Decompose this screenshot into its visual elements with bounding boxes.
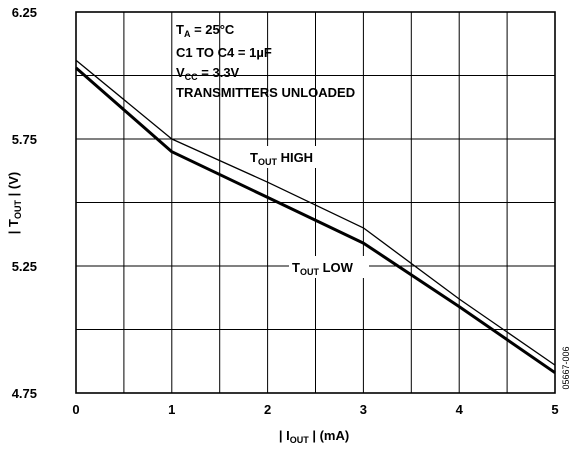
y-tick-label: 4.75 xyxy=(12,386,37,401)
x-tick-label: 3 xyxy=(360,402,367,417)
annotation-line-2: C1 TO C4 = 1µF xyxy=(176,45,272,60)
series-label-tout-low: TOUT LOW xyxy=(292,260,354,277)
tick-labels: 0 1 2 3 4 5 4.75 5.25 5.75 6.25 xyxy=(12,5,559,417)
y-tick-label: 6.25 xyxy=(12,5,37,20)
conditions-annotation: TA = 25°C C1 TO C4 = 1µF VCC = 3.3V TRAN… xyxy=(176,22,355,100)
x-tick-label: 2 xyxy=(264,402,271,417)
label-knockout-low xyxy=(289,256,369,278)
x-axis-title: | IOUT | (mA) xyxy=(279,428,349,445)
x-tick-label: 5 xyxy=(551,402,558,417)
label-knockout-high xyxy=(246,146,352,168)
series-line-tout-low xyxy=(75,66,556,374)
y-tick-label: 5.75 xyxy=(12,132,37,147)
y-axis-title: | TOUT | (V) xyxy=(6,172,23,234)
x-tick-label: 0 xyxy=(72,402,79,417)
y-tick-label: 5.25 xyxy=(12,259,37,274)
annotation-line-1: TA = 25°C xyxy=(176,22,235,39)
series-label-tout-high: TOUT HIGH xyxy=(250,150,313,167)
annotation-line-4: TRANSMITTERS UNLOADED xyxy=(176,85,355,100)
annotation-line-3: VCC = 3.3V xyxy=(176,65,240,82)
figure-code: 05667-006 xyxy=(561,346,571,389)
plot-area-frame xyxy=(75,11,556,394)
grid-lines xyxy=(76,12,555,393)
series-line-tout-high xyxy=(75,59,556,366)
series-lines xyxy=(75,59,556,374)
x-tick-label: 4 xyxy=(456,402,464,417)
x-tick-label: 1 xyxy=(168,402,175,417)
